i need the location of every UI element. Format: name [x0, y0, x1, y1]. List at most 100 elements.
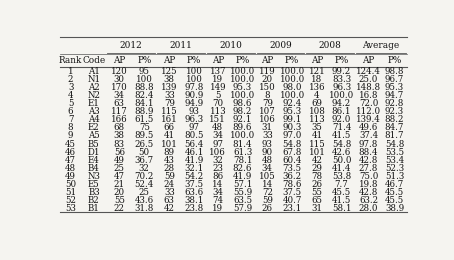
Text: 50: 50 — [65, 180, 76, 189]
Text: AP: AP — [362, 56, 375, 65]
Text: 88.8: 88.8 — [134, 83, 154, 92]
Text: 41.9: 41.9 — [185, 156, 204, 165]
Text: 93: 93 — [262, 140, 273, 149]
Text: N1: N1 — [87, 75, 100, 84]
Text: 100: 100 — [186, 75, 202, 84]
Text: 97.8: 97.8 — [359, 140, 378, 149]
Text: 95.3: 95.3 — [282, 107, 301, 116]
Text: 100.0: 100.0 — [230, 67, 255, 76]
Text: 28.0: 28.0 — [359, 204, 378, 213]
Text: 71.4: 71.4 — [332, 123, 351, 132]
Text: 45.5: 45.5 — [385, 196, 404, 205]
Text: 54.8: 54.8 — [332, 140, 351, 149]
Text: 49: 49 — [65, 172, 76, 181]
Text: AP: AP — [163, 56, 175, 65]
Text: B3: B3 — [88, 188, 100, 197]
Text: 93: 93 — [189, 107, 200, 116]
Text: D1: D1 — [88, 148, 100, 157]
Text: 121: 121 — [308, 67, 325, 76]
Text: 20: 20 — [114, 188, 125, 197]
Text: 60.4: 60.4 — [282, 156, 302, 165]
Text: 41.9: 41.9 — [233, 172, 252, 181]
Text: 48: 48 — [212, 123, 223, 132]
Text: 53.5: 53.5 — [385, 148, 404, 157]
Text: 89.6: 89.6 — [233, 123, 252, 132]
Text: 107: 107 — [259, 107, 276, 116]
Text: 63: 63 — [164, 196, 175, 205]
Text: 89: 89 — [164, 148, 175, 157]
Text: 125: 125 — [161, 67, 178, 76]
Text: 25.0: 25.0 — [359, 75, 378, 84]
Text: 57.1: 57.1 — [233, 180, 252, 189]
Text: 3: 3 — [68, 83, 73, 92]
Text: 51: 51 — [65, 188, 76, 197]
Text: 81.7: 81.7 — [385, 131, 405, 140]
Text: 100: 100 — [186, 67, 202, 76]
Text: 98.8: 98.8 — [385, 67, 405, 76]
Text: 63.5: 63.5 — [233, 196, 252, 205]
Text: 63.6: 63.6 — [185, 188, 204, 197]
Text: 151: 151 — [209, 115, 226, 124]
Text: 119: 119 — [259, 67, 276, 76]
Text: 112.0: 112.0 — [356, 107, 381, 116]
Text: 37.5: 37.5 — [185, 180, 204, 189]
Text: 86.1: 86.1 — [332, 107, 351, 116]
Text: E5: E5 — [88, 180, 100, 189]
Text: 21: 21 — [114, 180, 125, 189]
Text: 43: 43 — [164, 156, 175, 165]
Text: 8: 8 — [265, 91, 270, 100]
Text: 92.1: 92.1 — [233, 115, 252, 124]
Text: 61.3: 61.3 — [233, 148, 252, 157]
Text: 48: 48 — [262, 156, 273, 165]
Text: 37.5: 37.5 — [282, 188, 301, 197]
Text: 83.3: 83.3 — [332, 75, 351, 84]
Text: 90.3: 90.3 — [282, 123, 302, 132]
Text: 41.4: 41.4 — [332, 164, 351, 173]
Text: 139.4: 139.4 — [356, 115, 381, 124]
Text: 53.8: 53.8 — [332, 172, 351, 181]
Text: 92.0: 92.0 — [332, 115, 351, 124]
Text: N3: N3 — [88, 172, 100, 181]
Text: 5: 5 — [215, 91, 221, 100]
Text: E1: E1 — [88, 99, 100, 108]
Text: 2008: 2008 — [319, 41, 341, 50]
Text: 48: 48 — [65, 164, 76, 173]
Text: 42: 42 — [164, 204, 175, 213]
Text: 137: 137 — [209, 67, 226, 76]
Text: 79: 79 — [164, 99, 175, 108]
Text: 79: 79 — [262, 99, 273, 108]
Text: A1: A1 — [88, 67, 100, 76]
Text: 100.0: 100.0 — [280, 67, 305, 76]
Text: 90.9: 90.9 — [185, 91, 204, 100]
Text: 166: 166 — [111, 115, 128, 124]
Text: 89.5: 89.5 — [134, 131, 154, 140]
Text: 56.4: 56.4 — [185, 140, 204, 149]
Text: 49: 49 — [114, 156, 125, 165]
Text: 161: 161 — [161, 115, 178, 124]
Text: 24: 24 — [164, 180, 175, 189]
Text: A3: A3 — [88, 107, 100, 116]
Text: 84.1: 84.1 — [134, 99, 154, 108]
Text: 97.8: 97.8 — [185, 83, 204, 92]
Text: 97: 97 — [189, 123, 200, 132]
Text: 9: 9 — [68, 131, 74, 140]
Text: 32.1: 32.1 — [185, 164, 204, 173]
Text: P%: P% — [335, 56, 349, 65]
Text: 38.9: 38.9 — [385, 204, 404, 213]
Text: 61.5: 61.5 — [134, 115, 154, 124]
Text: 47: 47 — [114, 172, 125, 181]
Text: 27.8: 27.8 — [359, 164, 378, 173]
Text: 170: 170 — [111, 83, 128, 92]
Text: 42: 42 — [311, 156, 322, 165]
Text: 95: 95 — [139, 67, 150, 76]
Text: 94.9: 94.9 — [185, 99, 204, 108]
Text: 82.6: 82.6 — [233, 164, 252, 173]
Text: 84.7: 84.7 — [385, 123, 404, 132]
Text: 52.4: 52.4 — [135, 180, 154, 189]
Text: 88.4: 88.4 — [359, 148, 378, 157]
Text: P%: P% — [187, 56, 202, 65]
Text: 4: 4 — [68, 91, 74, 100]
Text: 106: 106 — [209, 148, 226, 157]
Text: 68: 68 — [114, 123, 125, 132]
Text: 26: 26 — [262, 204, 273, 213]
